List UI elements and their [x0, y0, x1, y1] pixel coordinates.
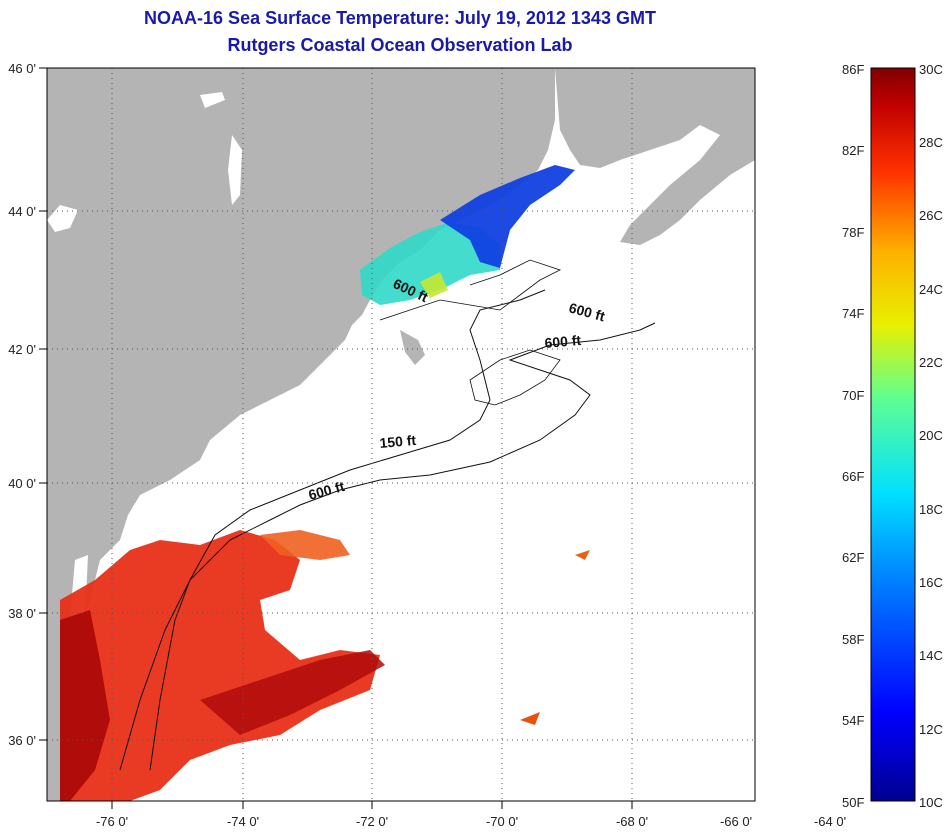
contour-gulf-of-maine [379, 259, 562, 321]
lat-tick-label: 42 0' [8, 342, 36, 357]
lake [200, 92, 225, 108]
lon-tick-label: -72 0' [356, 814, 388, 829]
colorbar-f-label: 54F [842, 713, 865, 728]
colorbar-c-label: 30C [919, 62, 943, 77]
colorbar-f-label: 86F [842, 62, 865, 77]
contour-600ft [119, 322, 656, 771]
lon-tick-label: -76 0' [96, 814, 128, 829]
colorbar-f-label: 78F [842, 225, 865, 240]
colorbar-f-label: 66F [842, 469, 865, 484]
lake [47, 205, 78, 232]
colorbar-c-label: 18C [919, 502, 943, 517]
sst-speck [520, 712, 540, 725]
colorbar-f-label: 70F [842, 388, 865, 403]
grid [47, 68, 755, 801]
lat-tick-label: 38 0' [8, 606, 36, 621]
colorbar-c-label: 14C [919, 648, 943, 663]
sst-hot-region [60, 610, 110, 801]
colorbar-c-label: 24C [919, 282, 943, 297]
lon-tick-label: -68 0' [616, 814, 648, 829]
lat-tick-label: 40 0' [8, 476, 36, 491]
colorbar-c-label: 20C [919, 428, 943, 443]
lon-tick-label: -74 0' [227, 814, 259, 829]
contour-150ft [149, 289, 546, 771]
sst-orange-plume [260, 530, 350, 560]
map-subtitle: Rutgers Coastal Ocean Observation Lab [227, 35, 573, 55]
sst-speck [575, 550, 590, 560]
colorbar-f-label: 58F [842, 632, 865, 647]
lat-tick-label: 46 0' [8, 61, 36, 76]
lon-tick-label: -64 0' [814, 814, 846, 829]
land-nova-scotia [555, 68, 755, 245]
colorbar-f-label: 62F [842, 550, 865, 565]
colorbar-c-label: 22C [919, 355, 943, 370]
colorbar-c-label: 12C [919, 722, 943, 737]
sst-warm-spot [420, 272, 448, 298]
tick-marks [39, 67, 633, 809]
sst-cold-region [440, 165, 575, 268]
contour-label: 150 ft [379, 432, 417, 451]
colorbar-c-label: 16C [919, 575, 943, 590]
colorbar-c-label: 10C [919, 795, 943, 810]
sst-warm-region [60, 530, 380, 801]
colorbar-f-label: 82F [842, 143, 865, 158]
contour-georges-bank [469, 349, 561, 406]
lat-tick-label: 44 0' [8, 204, 36, 219]
land-cape-cod [400, 330, 425, 365]
sst-cool-region [360, 222, 500, 305]
sst-hot-band [200, 650, 385, 735]
map-title: NOAA-16 Sea Surface Temperature: July 19… [144, 8, 656, 28]
colorbar-f-label: 74F [842, 306, 865, 321]
land-us-coast [47, 68, 555, 801]
contour-label: 600 ft [544, 332, 582, 351]
colorbar-f-label: 50F [842, 795, 865, 810]
lon-tick-label: -66 0' [720, 814, 752, 829]
colorbar-c-label: 28C [919, 135, 943, 150]
lat-tick-label: 36 0' [8, 733, 36, 748]
plot-frame [46, 67, 756, 802]
lon-tick-label: -70 0' [486, 814, 518, 829]
colorbar [870, 67, 916, 802]
lake [228, 135, 242, 205]
colorbar-c-label: 26C [919, 208, 943, 223]
